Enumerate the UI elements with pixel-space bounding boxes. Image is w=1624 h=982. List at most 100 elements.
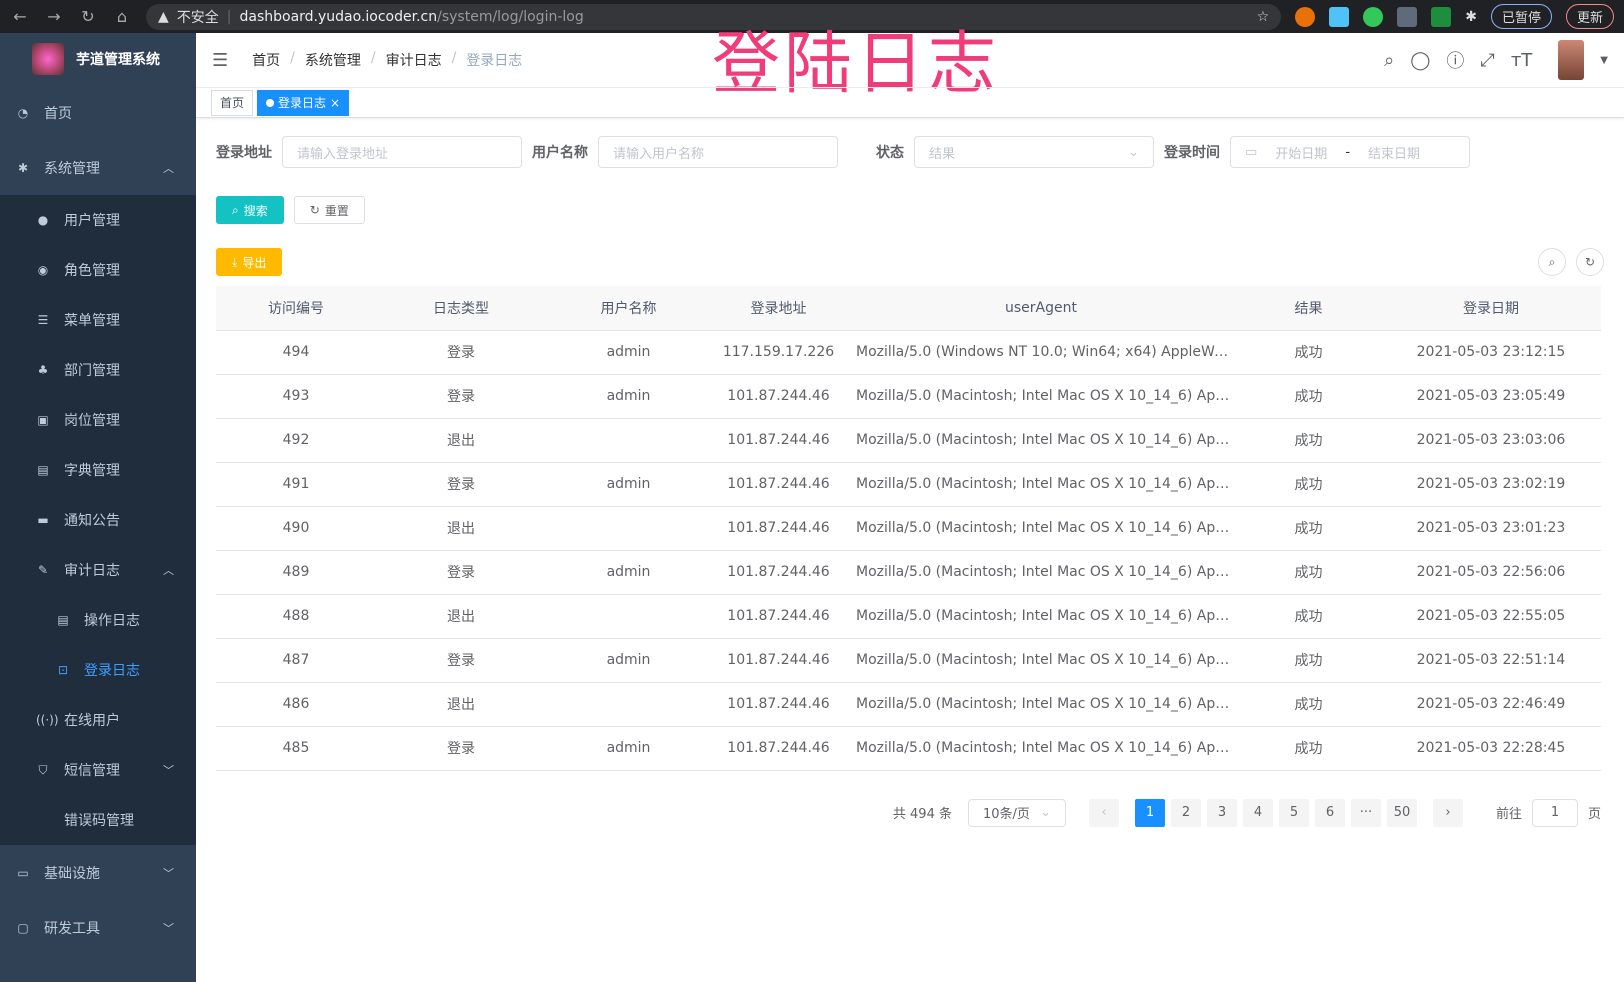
date-range-picker[interactable]: ▭ 开始日期 - 结束日期 <box>1230 136 1470 168</box>
sidebar-item[interactable]: ⊡ 登录日志 <box>0 645 196 695</box>
extension-icon[interactable] <box>1397 6 1418 27</box>
forward-icon[interactable]: → <box>47 7 61 26</box>
extension-icon[interactable] <box>1329 6 1350 27</box>
sidebar-item-label: 首页 <box>44 105 72 122</box>
table-row: 489 登录 admin 101.87.244.46 Mozilla/5.0 (Maci… <box>216 550 1601 595</box>
table-cell: Mozilla/5.0 (Macintosh; Intel Mac OS X 1… <box>846 374 1236 419</box>
status-select[interactable]: 结果 ⌄ <box>914 136 1154 168</box>
sidebar-item[interactable]: ▣ 岗位管理 <box>0 395 196 445</box>
page-button[interactable]: 3 <box>1206 798 1237 827</box>
hamburger-icon[interactable]: ☰ <box>212 49 229 71</box>
help-icon[interactable]: ⓘ <box>1446 51 1465 72</box>
table-row: 487 登录 admin 101.87.244.46 Mozilla/5.0 (Maci… <box>216 638 1601 683</box>
star-icon[interactable]: ☆ <box>1256 8 1270 25</box>
extension-icon[interactable] <box>1363 6 1384 27</box>
sidebar-item-label: 系统管理 <box>44 160 100 177</box>
breadcrumb-item[interactable]: 审计日志 <box>385 53 442 69</box>
sidebar-logo[interactable]: 芋道管理系统 <box>0 33 196 85</box>
column-header: 访问编号 <box>216 286 376 331</box>
page-button[interactable]: 6 <box>1314 798 1345 827</box>
prev-page-button[interactable]: ‹ <box>1088 798 1119 827</box>
address-input[interactable]: 请输入登录地址 <box>282 136 522 168</box>
sidebar-item[interactable]: 错误码管理 <box>0 795 196 845</box>
table-cell: 101.87.244.46 <box>711 462 846 507</box>
page-size-select[interactable]: 10条/页 ⌄ <box>967 798 1066 827</box>
sidebar-item[interactable]: ▤ 操作日志 <box>0 595 196 645</box>
goto-input[interactable]: 1 <box>1531 798 1578 827</box>
reload-icon[interactable]: ↻ <box>81 7 95 26</box>
sidebar-item[interactable]: ▢ 研发工具 ﹀ <box>0 900 196 955</box>
download-icon: ⤓ <box>232 254 238 269</box>
github-icon[interactable]: ◯ <box>1410 49 1431 71</box>
page-button[interactable]: 2 <box>1170 798 1201 827</box>
column-header: 用户名称 <box>546 286 711 331</box>
sidebar-item[interactable]: ◉ 角色管理 <box>0 245 196 295</box>
sidebar-item-label: 审计日志 <box>64 563 120 579</box>
search-icon[interactable]: ⌕ <box>1384 49 1395 71</box>
refresh-button[interactable]: ↻ <box>1576 248 1604 276</box>
warning-icon: ▲ <box>158 8 169 25</box>
table-cell: 2021-05-03 23:01:23 <box>1381 506 1601 551</box>
page-button[interactable]: 50 <box>1386 798 1417 827</box>
log-icon: ▤ <box>57 613 69 627</box>
avatar[interactable] <box>1558 40 1585 80</box>
sidebar-item-label: 基础设施 <box>44 865 100 882</box>
fullscreen-icon[interactable]: ⤢ <box>1480 49 1495 71</box>
sidebar-item[interactable]: ✎ 审计日志 ︿ <box>0 545 196 595</box>
address-bar[interactable]: ▲ 不安全 | dashboard.yudao.iocoder.cn/syste… <box>146 3 1282 30</box>
sidebar-item[interactable]: ▭ 基础设施 ﹀ <box>0 845 196 900</box>
toggle-search-button[interactable]: ⌕ <box>1538 248 1566 276</box>
table-cell: admin <box>546 330 711 375</box>
page-button[interactable]: 1 <box>1134 798 1165 827</box>
username-input[interactable]: 请输入用户名称 <box>598 136 838 168</box>
export-button[interactable]: ⤓ 导出 <box>216 248 283 276</box>
extension-icon[interactable] <box>1295 6 1316 27</box>
extension-icon[interactable] <box>1431 6 1452 27</box>
column-header: 登录地址 <box>711 286 846 331</box>
page-button[interactable]: ··· <box>1350 798 1381 827</box>
puzzle-icon[interactable]: ✱ <box>1465 8 1477 25</box>
sidebar-item-label: 研发工具 <box>44 920 100 937</box>
caret-down-icon[interactable]: ▼ <box>1600 54 1608 66</box>
sidebar-item[interactable]: ✱ 系统管理 ︿ <box>0 140 196 195</box>
home-icon[interactable]: ⌂ <box>116 7 128 26</box>
close-icon[interactable]: × <box>330 95 341 110</box>
table-cell: 成功 <box>1236 462 1381 507</box>
sidebar-item[interactable]: ((·)) 在线用户 <box>0 695 196 745</box>
font-size-icon[interactable]: ᴛT <box>1510 49 1533 71</box>
sidebar-item[interactable]: ▤ 字典管理 <box>0 445 196 495</box>
update-button[interactable]: 更新 <box>1565 4 1614 29</box>
sidebar-item[interactable]: ⛉ 短信管理 ﹀ <box>0 745 196 795</box>
sidebar-item[interactable]: ▬ 通知公告 <box>0 495 196 545</box>
sidebar-item[interactable]: ● 用户管理 <box>0 195 196 245</box>
overlay-title: 登陆日志 <box>712 25 1001 104</box>
next-page-button[interactable]: › <box>1432 798 1463 827</box>
sidebar-item-label: 在线用户 <box>64 713 120 729</box>
reset-button[interactable]: ↻ 重置 <box>293 196 365 224</box>
search-button[interactable]: ⌕ 搜索 <box>216 196 284 224</box>
form-icon: ✎ <box>37 563 49 577</box>
breadcrumb-item[interactable]: 首页 <box>252 53 281 69</box>
back-icon[interactable]: ← <box>13 7 27 26</box>
sidebar-item[interactable]: ♣ 部门管理 <box>0 345 196 395</box>
table-cell: 退出 <box>376 594 546 639</box>
sidebar-item[interactable]: ☰ 菜单管理 <box>0 295 196 345</box>
page-button[interactable]: 5 <box>1278 798 1309 827</box>
breadcrumb-item[interactable]: 系统管理 <box>304 53 361 69</box>
table-cell: 退出 <box>376 682 546 727</box>
sidebar-item[interactable]: ◔ 首页 <box>0 85 196 140</box>
table-row: 488 退出 101.87.244.46 Mozilla/5.0 (Macintosh… <box>216 594 1601 639</box>
table-cell: 489 <box>216 550 376 595</box>
table-cell: admin <box>546 462 711 507</box>
table-cell: 退出 <box>376 418 546 463</box>
tag-home[interactable]: 首页 <box>211 89 254 116</box>
profile-button[interactable]: 已暂停 <box>1490 4 1552 29</box>
table-cell: 488 <box>216 594 376 639</box>
tag-login-log[interactable]: 登录日志 × <box>257 89 350 116</box>
gear-icon: ✱ <box>17 160 29 175</box>
table-cell <box>546 594 711 639</box>
column-header: userAgent <box>846 286 1236 331</box>
sidebar-item-label: 菜单管理 <box>64 313 120 329</box>
column-header: 日志类型 <box>376 286 546 331</box>
page-button[interactable]: 4 <box>1242 798 1273 827</box>
